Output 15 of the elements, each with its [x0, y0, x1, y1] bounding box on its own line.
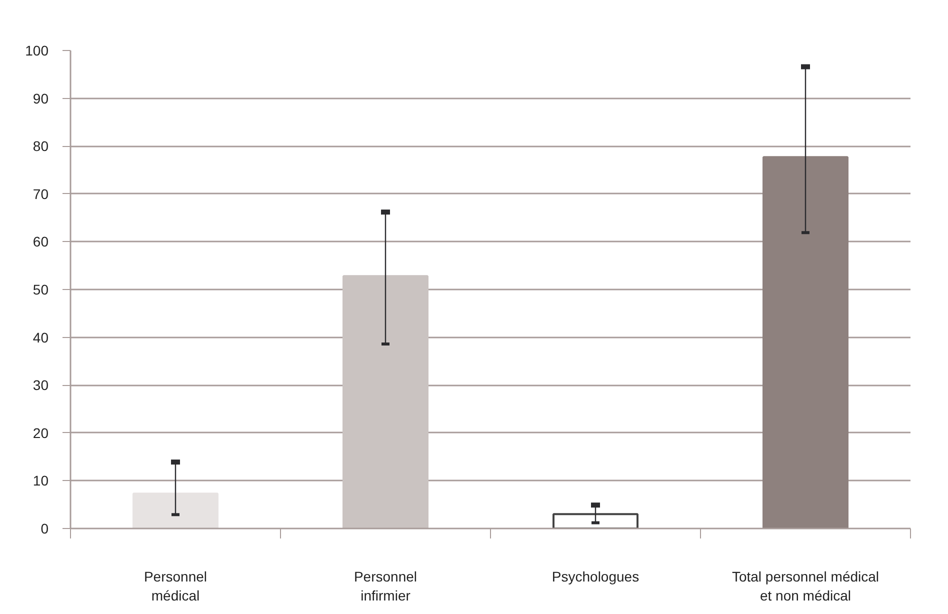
y-tick-label: 100 [25, 42, 49, 58]
y-tick-label: 10 [32, 472, 49, 489]
y-tick-label: 0 [40, 520, 49, 536]
y-tick-label: 90 [32, 90, 49, 106]
y-tick-label: 80 [32, 138, 49, 154]
y-tick-label: 30 [32, 377, 49, 394]
x-tick-label: Psychologues [552, 568, 640, 584]
x-tick-label: Personnel médical [144, 568, 208, 604]
y-tick-label: 50 [32, 282, 49, 298]
y-tick-label: 60 [32, 234, 49, 250]
x-tick-label: Personnel infirmier [354, 568, 418, 604]
y-tick-label: 20 [32, 424, 49, 441]
y-tick-label: 70 [32, 186, 49, 202]
x-tick-label: Total personnel médical et non médical [732, 568, 880, 604]
y-tick-label: 40 [32, 329, 49, 346]
